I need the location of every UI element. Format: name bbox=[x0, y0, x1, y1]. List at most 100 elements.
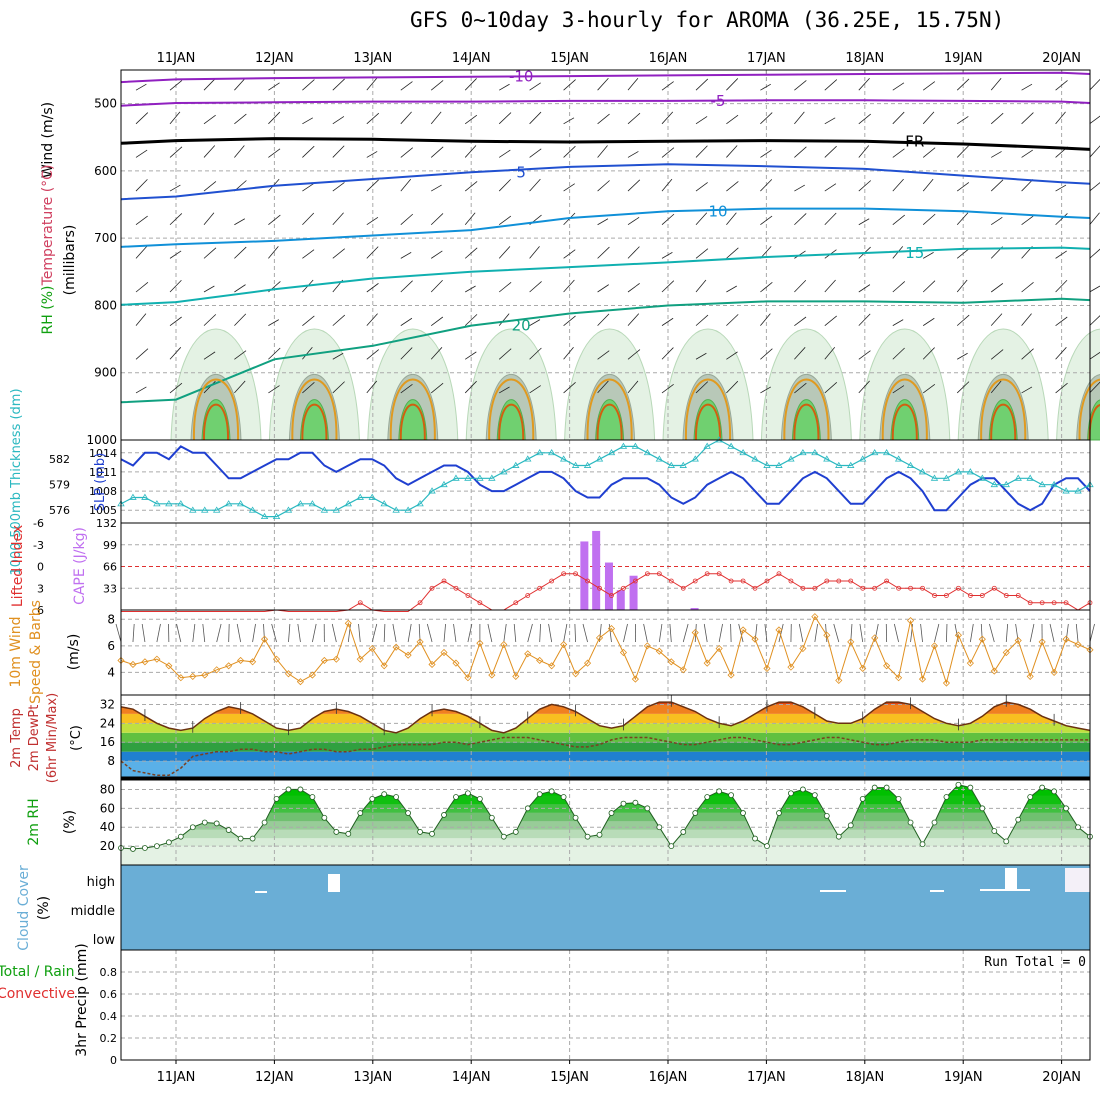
wind-barb bbox=[627, 77, 639, 91]
surface-wind-barb bbox=[176, 623, 182, 643]
thickness-point bbox=[512, 461, 520, 468]
wind-speed-point bbox=[368, 644, 376, 653]
rh-point bbox=[644, 805, 651, 812]
isotherm-freezing bbox=[120, 137, 1091, 151]
wind-barb bbox=[1055, 111, 1066, 125]
rh-point bbox=[309, 794, 316, 800]
wind-barb bbox=[726, 314, 739, 326]
slp-tick-label: 1014 bbox=[89, 447, 117, 460]
rh-point bbox=[620, 800, 627, 807]
wind-barb bbox=[430, 213, 444, 226]
thickness-point bbox=[763, 461, 771, 468]
warm-contour bbox=[980, 378, 1027, 441]
warm-contour bbox=[783, 378, 830, 441]
wind-barb bbox=[892, 281, 906, 293]
wind-speed-point bbox=[631, 675, 639, 683]
lifted-index-point bbox=[848, 578, 854, 584]
wind-barb bbox=[726, 114, 739, 125]
thickness-point bbox=[643, 448, 652, 456]
lifted-index-point bbox=[621, 585, 626, 591]
rh-point bbox=[823, 812, 830, 819]
wind-speed-point bbox=[1002, 648, 1010, 657]
surface-wind-barb bbox=[297, 623, 301, 643]
bottom-date-label: 17JAN bbox=[747, 1070, 786, 1085]
thickness-point bbox=[440, 480, 448, 488]
rh-point bbox=[764, 843, 770, 850]
rh-point bbox=[704, 794, 711, 800]
wind-barb bbox=[529, 111, 542, 125]
surface-wind-barb bbox=[658, 623, 663, 643]
wind-barb bbox=[234, 113, 247, 125]
rh-point bbox=[465, 790, 471, 797]
wind-barb bbox=[135, 83, 147, 91]
wind-speed-point bbox=[739, 626, 747, 634]
wind-speed-point bbox=[129, 660, 137, 669]
wind-barb bbox=[695, 279, 707, 293]
wind-barb bbox=[563, 382, 576, 394]
cloud-units-label: (%) bbox=[36, 896, 52, 920]
temp-tick-label: 24 bbox=[100, 716, 115, 730]
wind-speed-point bbox=[213, 666, 221, 674]
surface-wind-barb bbox=[934, 623, 940, 643]
rh-point bbox=[680, 829, 687, 835]
wind-barb bbox=[858, 145, 870, 158]
rh-point bbox=[237, 835, 244, 842]
lifted-index-point bbox=[764, 578, 770, 584]
rh-point bbox=[512, 829, 519, 835]
wind-barb bbox=[203, 351, 216, 360]
hot-contour bbox=[990, 403, 1017, 441]
wind-barb bbox=[268, 246, 279, 259]
rh-point bbox=[907, 819, 914, 826]
lifted-index-point bbox=[1063, 600, 1069, 606]
wind-barb bbox=[794, 316, 807, 326]
wind-barb bbox=[892, 385, 905, 394]
wind-barb bbox=[268, 148, 281, 158]
warm-contour bbox=[291, 378, 338, 441]
wind-barb bbox=[990, 313, 1003, 326]
temp-band bbox=[121, 702, 1090, 705]
wind-barb bbox=[465, 285, 476, 293]
wind-speed-point bbox=[189, 672, 197, 680]
surface-wind-barb bbox=[132, 623, 135, 643]
rh-point bbox=[177, 833, 184, 840]
wind-speed-point bbox=[177, 674, 185, 682]
surface-wind-barb bbox=[271, 623, 277, 643]
wind-barb bbox=[135, 215, 148, 226]
thickness-point bbox=[476, 474, 484, 481]
thickness-point bbox=[248, 506, 257, 513]
thickness-point bbox=[918, 468, 927, 475]
wind-speed-point bbox=[117, 656, 125, 665]
wind-barb bbox=[332, 314, 346, 326]
surface-wind-barb bbox=[798, 623, 804, 643]
wind-barb bbox=[760, 83, 771, 91]
wind-barb bbox=[695, 381, 709, 394]
wind-speed-point bbox=[392, 643, 400, 651]
wind-barb bbox=[1089, 285, 1100, 293]
bottom-date-label: 12JAN bbox=[255, 1070, 294, 1085]
rh-band bbox=[121, 837, 1090, 847]
rh-point bbox=[979, 805, 986, 812]
rh-point bbox=[943, 794, 950, 800]
thickness-point bbox=[1038, 480, 1046, 488]
wind-barb bbox=[726, 78, 739, 91]
cloud-gap-line bbox=[930, 890, 944, 892]
wind-barb bbox=[695, 116, 708, 125]
wind-barb bbox=[597, 284, 609, 293]
rh-point bbox=[716, 788, 723, 795]
wind-barb bbox=[1055, 347, 1067, 360]
lifted-index-point bbox=[896, 585, 901, 591]
rh-point bbox=[357, 810, 364, 816]
thickness-point bbox=[272, 512, 281, 520]
warm-contour bbox=[881, 378, 928, 441]
wind-barb bbox=[498, 348, 512, 360]
wind-barb bbox=[498, 112, 512, 125]
wind-barb bbox=[529, 246, 540, 259]
rh-tick-label: 20 bbox=[100, 839, 115, 853]
lifted-index-point bbox=[549, 578, 555, 584]
wind-barb bbox=[366, 77, 378, 91]
precip-panel bbox=[120, 949, 1091, 1061]
wind-barb bbox=[990, 380, 1002, 394]
wind-speed-point bbox=[691, 629, 699, 637]
thickness-point bbox=[691, 455, 699, 462]
thickness-point bbox=[236, 500, 245, 507]
